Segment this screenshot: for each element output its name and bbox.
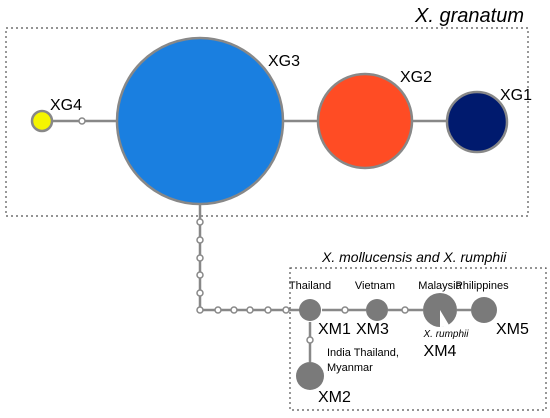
node-wedge [440, 310, 449, 328]
node-location: Myanmar [327, 362, 373, 374]
node-label: XG1 [500, 87, 532, 104]
node [30, 109, 54, 133]
node-label: XG4 [50, 97, 82, 114]
node-label: XM4 [424, 343, 457, 360]
group-box [289, 267, 547, 411]
node-label: XM1 [318, 321, 351, 338]
node-location: Philippines [455, 280, 509, 292]
node-label: XG2 [400, 69, 432, 86]
node [296, 362, 324, 390]
node [445, 90, 509, 154]
node-location: Vietnam [355, 280, 395, 292]
node-label: XG3 [268, 53, 300, 70]
node [316, 72, 414, 170]
nodes [30, 36, 509, 390]
node [299, 299, 321, 321]
node-note: X. rumphii [422, 329, 469, 340]
group-title: X. granatum [414, 5, 524, 27]
group-box [5, 27, 529, 217]
node-label: XM3 [356, 321, 389, 338]
node-label: XM2 [318, 389, 351, 406]
node [471, 297, 497, 323]
group-title: X. mollucensis and X. rumphii [321, 249, 507, 265]
node [366, 299, 388, 321]
node [115, 36, 285, 206]
median-vectors [78, 117, 409, 344]
node-location: Malaysia [418, 280, 462, 292]
node-label: XM5 [496, 321, 529, 338]
node-location: India Thailand, [327, 347, 399, 359]
node-location: Thailand [289, 280, 331, 292]
